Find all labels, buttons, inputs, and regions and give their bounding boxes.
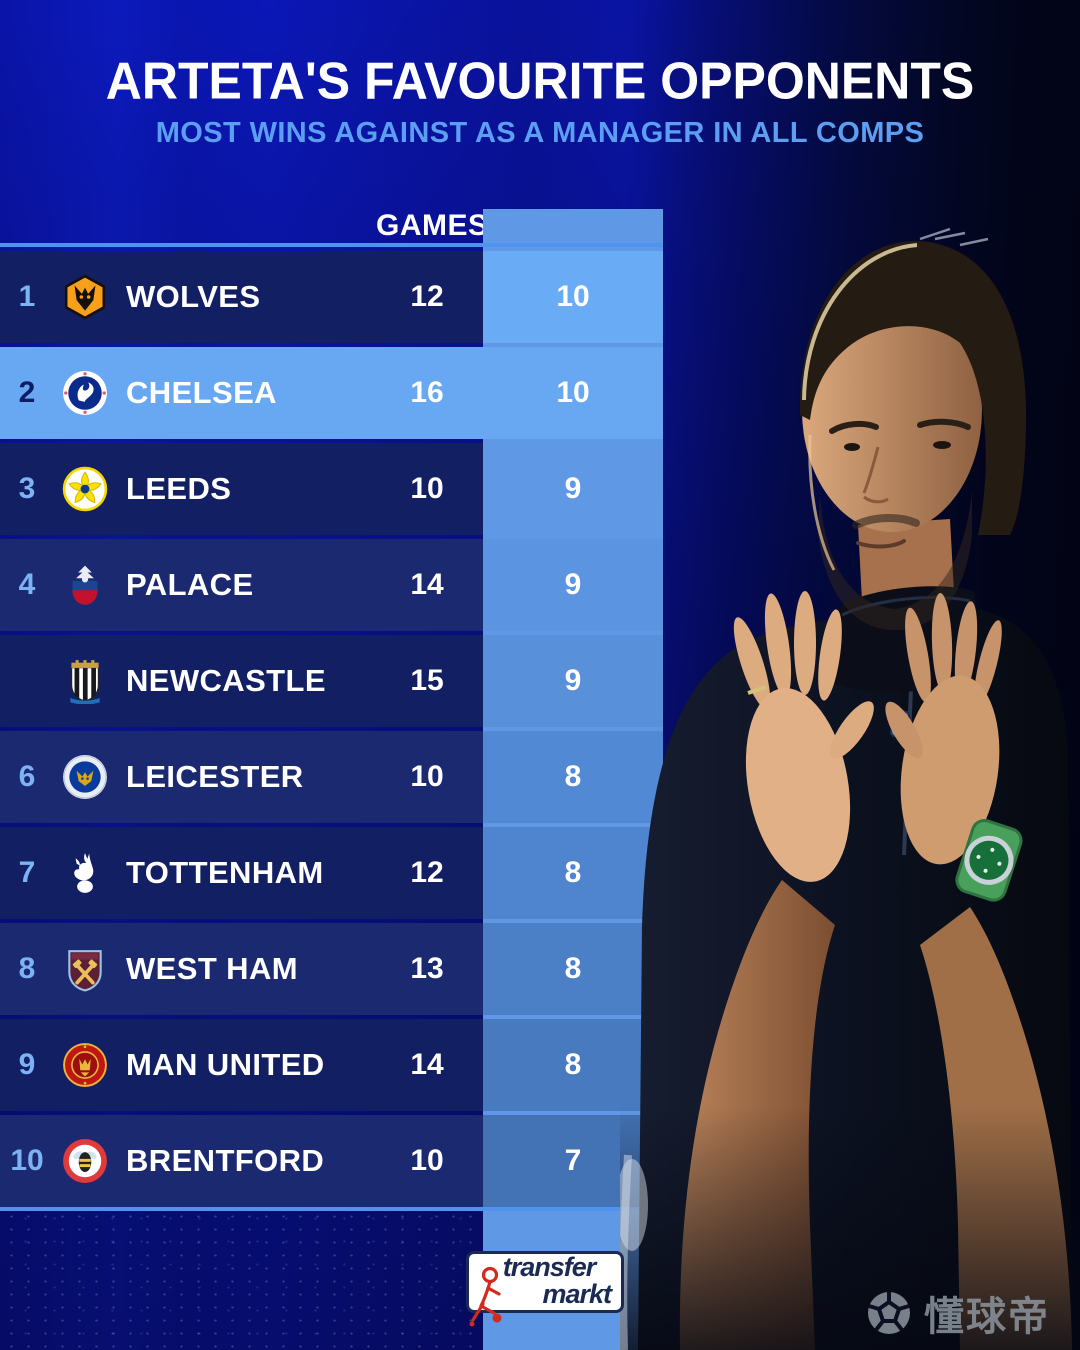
table-row-palace: 4 PALACE 14 9 [0, 539, 663, 631]
man-united-crest-icon [54, 1042, 116, 1088]
wins-cell: 7 [483, 1115, 663, 1207]
games-cell: 14 [410, 1048, 444, 1081]
wins-cell: 8 [483, 923, 663, 1015]
face [802, 288, 982, 532]
club-name: WOLVES [126, 279, 261, 314]
table-row-wolves: 1 WOLVES 12 10 [0, 251, 663, 343]
games-cell: 10 [410, 760, 444, 793]
left-palm [745, 688, 851, 882]
table-row-man-united: 9 MAN UNITED 14 8 [0, 1019, 663, 1111]
wins-cell: 8 [483, 731, 663, 823]
tottenham-crest-icon [54, 850, 116, 896]
brentford-crest-icon [54, 1138, 116, 1184]
wins-cell: 8 [483, 827, 663, 919]
right-palm [900, 675, 1000, 865]
table-row-tottenham: 7 TOTTENHAM 12 8 [0, 827, 663, 919]
club-name: TOTTENHAM [126, 855, 324, 890]
leicester-crest-icon [54, 754, 116, 800]
games-cell: 12 [410, 856, 444, 889]
rank-cell: 3 [18, 472, 36, 505]
rank-cell: 4 [18, 568, 36, 601]
club-name: LEICESTER [126, 759, 304, 794]
transfermarkt-logo: transfer markt [466, 1251, 624, 1327]
games-cell: 15 [410, 664, 444, 697]
club-name: LEEDS [126, 471, 232, 506]
leeds-crest-icon [54, 466, 116, 512]
wins-cell: 8 [483, 1019, 663, 1111]
rank-cell: 10 [10, 1144, 44, 1177]
games-cell: 10 [410, 472, 444, 505]
crystal-palace-crest-icon [54, 562, 116, 608]
rank-cell: 8 [18, 952, 36, 985]
rank-cell: 1 [18, 280, 36, 313]
chelsea-crest-icon [54, 370, 116, 416]
table-row-brentford: 10 BRENTFORD 10 7 [0, 1115, 663, 1207]
wins-cell: 9 [483, 443, 663, 535]
club-name: BRENTFORD [126, 1143, 325, 1178]
transfermarkt-logo-line1: transfer [502, 1252, 597, 1282]
club-name: WEST HAM [126, 951, 298, 986]
table-row-newcastle: NEWCASTLE 15 9 [0, 635, 663, 727]
games-cell: 13 [410, 952, 444, 985]
wolves-crest-icon [54, 274, 116, 320]
games-cell: 16 [410, 376, 444, 409]
column-header-games: GAMES [376, 209, 489, 242]
opponents-table: 1 WOLVES 12 10 2 CHELSEA 16 10 3 LEEDS 1… [0, 243, 663, 1211]
wins-cell: 9 [483, 635, 663, 727]
dongqiudi-watermark: 懂球帝 [866, 1284, 1050, 1342]
football-icon [868, 1292, 910, 1334]
table-bottom-border [0, 1207, 663, 1211]
transfermarkt-kicker-icon [469, 1266, 502, 1327]
games-cell: 12 [410, 280, 444, 313]
club-name: PALACE [126, 567, 254, 602]
table-top-border [0, 243, 663, 247]
club-name: CHELSEA [126, 375, 277, 410]
page-subtitle: MOST WINS AGAINST AS A MANAGER IN ALL CO… [155, 117, 925, 149]
table-row-west-ham: 8 WEST HAM 13 8 [0, 923, 663, 1015]
green-watch [955, 819, 1023, 902]
rank-cell: 6 [18, 760, 36, 793]
arteta-photo [620, 227, 1080, 1350]
newcastle-crest-icon [54, 658, 116, 704]
page-title: ARTETA'S FAVOURITE OPPONENTS [105, 51, 975, 111]
table-row-leeds: 3 LEEDS 10 9 [0, 443, 663, 535]
wins-cell: 10 [483, 251, 663, 343]
rank-cell: 9 [18, 1048, 36, 1081]
games-cell: 10 [410, 1144, 444, 1177]
west-ham-crest-icon [54, 946, 116, 992]
club-name: MAN UNITED [126, 1047, 325, 1082]
table-row-leicester: 6 LEICESTER 10 8 [0, 731, 663, 823]
transfermarkt-logo-line2: markt [542, 1279, 612, 1309]
wins-cell: 9 [483, 539, 663, 631]
rank-cell: 7 [18, 856, 36, 889]
zipper-pull [889, 709, 911, 739]
rank-cell: 2 [18, 376, 36, 409]
games-cell: 14 [410, 568, 444, 601]
hair [799, 240, 1027, 535]
watermark-text: 懂球帝 [924, 1295, 1050, 1339]
club-name: NEWCASTLE [126, 663, 326, 698]
wins-cell: 10 [556, 376, 590, 409]
table-row-chelsea: 2 CHELSEA 16 10 [0, 347, 663, 439]
